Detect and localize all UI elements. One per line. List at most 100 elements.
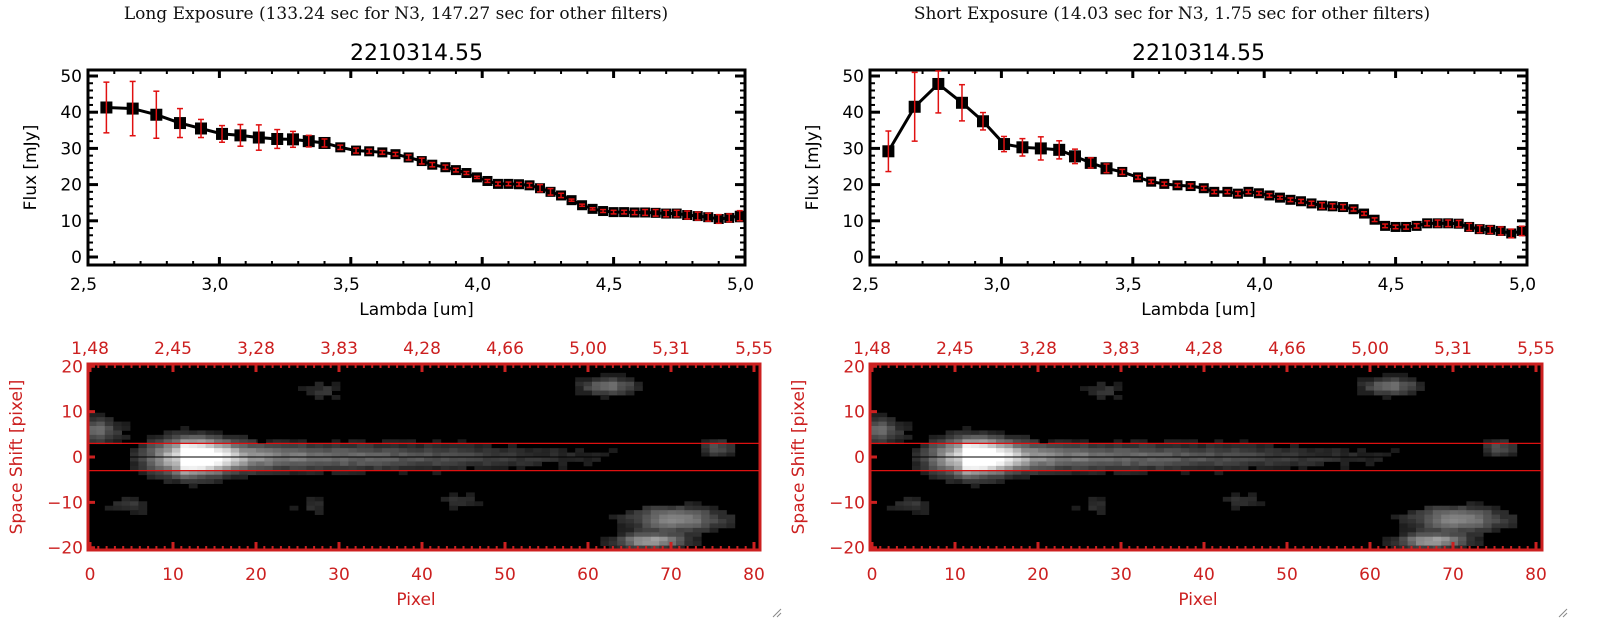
image-pixel: [1424, 514, 1434, 520]
image-pixel: [188, 430, 198, 436]
error-bar: [237, 123, 244, 147]
image-pixel: [583, 377, 593, 383]
image-pixel: [1038, 461, 1047, 467]
image-pixel: [1180, 443, 1190, 449]
image-pixel: [962, 439, 972, 445]
image-pixel: [289, 465, 299, 471]
image-pixel: [1189, 439, 1198, 445]
image-pixel: [96, 417, 106, 422]
image-pixel: [230, 470, 240, 476]
image-pixel: [382, 457, 391, 462]
image-pixel: [1029, 470, 1039, 476]
image-pixel: [1390, 448, 1400, 453]
top-tick-label: 2,45: [154, 339, 192, 359]
image-pixel: [1054, 461, 1064, 467]
image-pixel: [1046, 470, 1056, 476]
image-pixel: [1273, 465, 1282, 471]
image-pixel: [650, 510, 660, 515]
image-pixel: [1071, 443, 1081, 449]
image-pixel: [701, 519, 710, 524]
plot-title: 2210314.55: [350, 41, 483, 66]
x-tick-label: 0: [85, 565, 96, 585]
top-tick-label: 5,00: [1351, 339, 1389, 359]
image-pixel: [230, 439, 240, 445]
image-pixel: [323, 465, 332, 471]
image-pixel: [1054, 465, 1064, 471]
image-pixel: [533, 448, 542, 453]
image-pixel: [104, 505, 114, 511]
resize-grip-icon[interactable]: [1556, 606, 1568, 618]
image-pixel: [281, 470, 290, 476]
image-pixel: [937, 439, 946, 445]
image-pixel: [726, 514, 736, 520]
image-pixel: [709, 443, 719, 449]
image-pixel: [1483, 510, 1492, 515]
image-pixel: [432, 465, 442, 471]
image-pixel: [1138, 452, 1148, 458]
image-pixel: [180, 470, 190, 476]
image-pixel: [1483, 505, 1492, 511]
image-pixel: [214, 434, 223, 440]
error-bar: [1329, 203, 1336, 210]
image-pixel: [1374, 377, 1383, 383]
image-pixel: [239, 452, 248, 458]
image-pixel: [1021, 470, 1030, 476]
image-pixel: [945, 465, 955, 471]
top-tick-label: 4,66: [486, 339, 524, 359]
image-pixel: [895, 505, 904, 511]
error-bar: [684, 210, 691, 220]
image-pixel: [306, 443, 316, 449]
image-pixel: [491, 465, 500, 471]
image-pixel: [1407, 536, 1417, 542]
image-pixel: [172, 479, 181, 484]
image-pixel: [617, 523, 626, 529]
image-pixel: [1390, 381, 1400, 387]
image-pixel: [398, 470, 408, 476]
image-pixel: [1441, 523, 1450, 529]
image-pixel: [634, 527, 643, 533]
image-pixel: [1340, 448, 1350, 453]
image-pixel: [474, 448, 484, 453]
image-pixel: [1122, 465, 1131, 471]
image-pixel: [1491, 514, 1501, 520]
panel-title-long: Long Exposure (133.24 sec for N3, 147.27…: [123, 4, 669, 24]
image-pixel: [524, 461, 534, 467]
image-pixel: [634, 541, 643, 546]
image-pixel: [373, 448, 383, 453]
image-pixel: [1096, 386, 1106, 391]
image-pixel: [298, 452, 307, 458]
y-tick-label: 40: [60, 103, 82, 123]
image-pixel: [1113, 461, 1123, 467]
x-tick-label: 5,0: [727, 275, 754, 295]
image-pixel: [1046, 465, 1056, 471]
image-pixel: [625, 519, 635, 524]
image-pixel: [912, 448, 921, 453]
image-pixel: [1021, 443, 1030, 449]
image-pixel: [180, 426, 190, 431]
image-pixel: [180, 443, 190, 449]
image-pixel: [962, 474, 972, 480]
image-pixel: [928, 465, 938, 471]
image-pixel: [945, 430, 955, 436]
image-pixel: [432, 461, 442, 467]
image-pixel: [1012, 434, 1022, 440]
image-pixel: [197, 465, 206, 471]
image-pixel: [1306, 448, 1316, 453]
image-pixel: [1004, 439, 1014, 445]
image-pixel: [1172, 452, 1182, 458]
image-pixel: [432, 452, 442, 458]
image-pixel: [1264, 465, 1274, 471]
image-pixel: [172, 465, 181, 471]
image-pixel: [1172, 461, 1182, 467]
resize-grip-icon[interactable]: [770, 606, 782, 618]
image-pixel: [180, 465, 190, 471]
image-pixel: [970, 430, 980, 436]
error-bar: [1361, 211, 1368, 217]
image-pixel: [1239, 443, 1249, 449]
image-pixel: [1500, 448, 1509, 453]
image-pixel: [886, 426, 896, 431]
image-pixel: [1458, 523, 1467, 529]
image-pixel: [1365, 386, 1375, 391]
image-pixel: [407, 465, 416, 471]
image-pixel: [970, 465, 980, 471]
